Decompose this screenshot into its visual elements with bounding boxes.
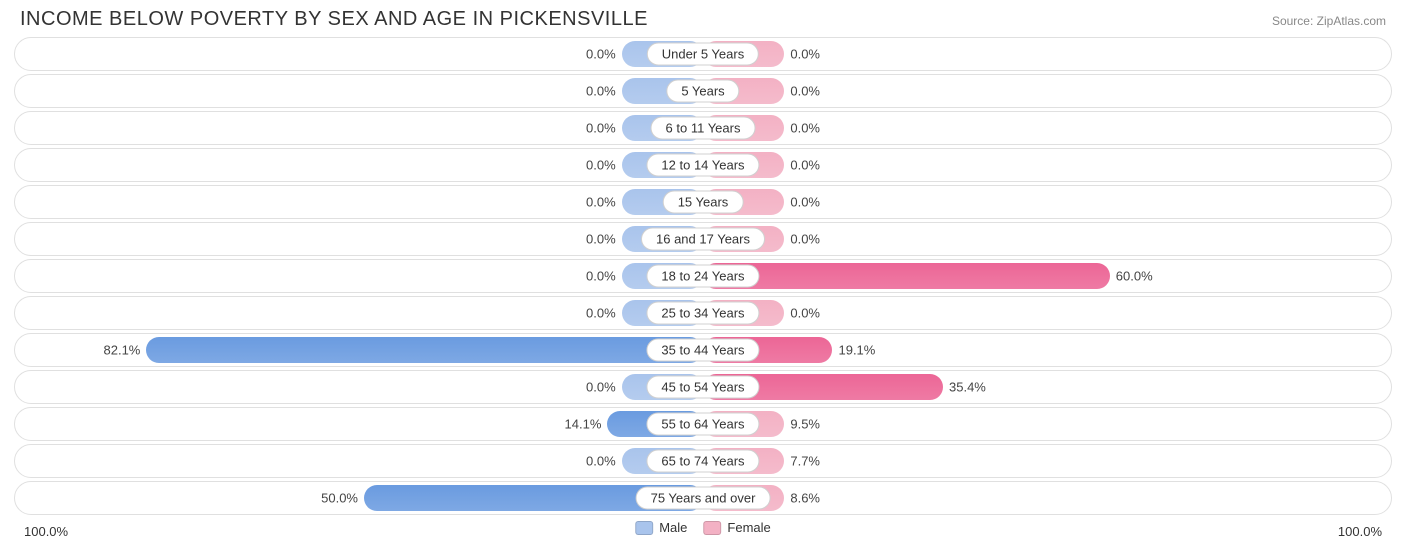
chart-row: 0.0% 0.0% 25 to 34 Years	[14, 296, 1392, 330]
chart-row: 0.0% 0.0% Under 5 Years	[14, 37, 1392, 71]
chart-source: Source: ZipAtlas.com	[1272, 14, 1386, 28]
chart-area: 0.0%0.0%Under 5 Years0.0%0.0%5 Years0.0%…	[0, 37, 1406, 515]
male-value-label: 0.0%	[586, 121, 616, 136]
male-value-label: 0.0%	[586, 232, 616, 247]
male-value-label: 0.0%	[586, 195, 616, 210]
legend-swatch-male	[635, 521, 653, 535]
age-group-label: 18 to 24 Years	[646, 265, 759, 288]
female-value-label: 0.0%	[790, 306, 820, 321]
chart-row: 0.0% 0.0% 16 and 17 Years	[14, 222, 1392, 256]
chart-header: INCOME BELOW POVERTY BY SEX AND AGE IN P…	[0, 0, 1406, 37]
age-group-label: 16 and 17 Years	[641, 228, 765, 251]
chart-row: 14.1% 9.5% 55 to 64 Years	[14, 407, 1392, 441]
age-group-label: 75 Years and over	[636, 487, 771, 510]
chart-row: 0.0% 0.0% 6 to 11 Years	[14, 111, 1392, 145]
chart-row: 0.0% 35.4% 45 to 54 Years	[14, 370, 1392, 404]
chart-row: 82.1% 19.1% 35 to 44 Years	[14, 333, 1392, 367]
age-group-label: 55 to 64 Years	[646, 413, 759, 436]
female-value-label: 7.7%	[790, 454, 820, 469]
male-value-label: 0.0%	[586, 306, 616, 321]
female-value-label: 0.0%	[790, 232, 820, 247]
male-value-label: 14.1%	[565, 417, 602, 432]
female-value-label: 0.0%	[790, 158, 820, 173]
male-value-label: 50.0%	[321, 491, 358, 506]
female-value-label: 0.0%	[790, 47, 820, 62]
female-value-label: 9.5%	[790, 417, 820, 432]
age-group-label: 25 to 34 Years	[646, 302, 759, 325]
age-group-label: Under 5 Years	[647, 43, 759, 66]
chart-row: 0.0% 0.0% 5 Years	[14, 74, 1392, 108]
axis-label-left: 100.0%	[24, 524, 68, 539]
chart-row: 50.0% 8.6% 75 Years and over	[14, 481, 1392, 515]
male-value-label: 0.0%	[586, 158, 616, 173]
age-group-label: 65 to 74 Years	[646, 450, 759, 473]
female-value-label: 0.0%	[790, 84, 820, 99]
female-value-label: 19.1%	[838, 343, 875, 358]
legend-item-female: Female	[703, 520, 770, 535]
legend: Male Female	[635, 520, 771, 535]
male-value-label: 0.0%	[586, 454, 616, 469]
legend-label-male: Male	[659, 520, 687, 535]
male-value-label: 0.0%	[586, 47, 616, 62]
axis-label-right: 100.0%	[1338, 524, 1382, 539]
age-group-label: 6 to 11 Years	[651, 117, 756, 140]
chart-footer: 100.0% Male Female 100.0%	[0, 518, 1406, 558]
female-value-label: 0.0%	[790, 195, 820, 210]
female-value-label: 35.4%	[949, 380, 986, 395]
chart-row: 0.0% 0.0% 12 to 14 Years	[14, 148, 1392, 182]
legend-swatch-female	[703, 521, 721, 535]
male-value-label: 0.0%	[586, 269, 616, 284]
age-group-label: 12 to 14 Years	[646, 154, 759, 177]
chart-title: INCOME BELOW POVERTY BY SEX AND AGE IN P…	[20, 8, 648, 31]
male-value-label: 82.1%	[104, 343, 141, 358]
male-value-label: 0.0%	[586, 380, 616, 395]
age-group-label: 45 to 54 Years	[646, 376, 759, 399]
male-bar	[146, 337, 703, 363]
female-value-label: 60.0%	[1116, 269, 1153, 284]
age-group-label: 5 Years	[666, 80, 739, 103]
chart-row: 0.0% 0.0% 15 Years	[14, 185, 1392, 219]
male-value-label: 0.0%	[586, 84, 616, 99]
female-bar	[703, 263, 1110, 289]
female-value-label: 8.6%	[790, 491, 820, 506]
legend-label-female: Female	[727, 520, 770, 535]
legend-item-male: Male	[635, 520, 687, 535]
age-group-label: 35 to 44 Years	[646, 339, 759, 362]
age-group-label: 15 Years	[663, 191, 744, 214]
chart-row: 0.0% 60.0% 18 to 24 Years	[14, 259, 1392, 293]
female-value-label: 0.0%	[790, 121, 820, 136]
chart-row: 0.0% 7.7% 65 to 74 Years	[14, 444, 1392, 478]
